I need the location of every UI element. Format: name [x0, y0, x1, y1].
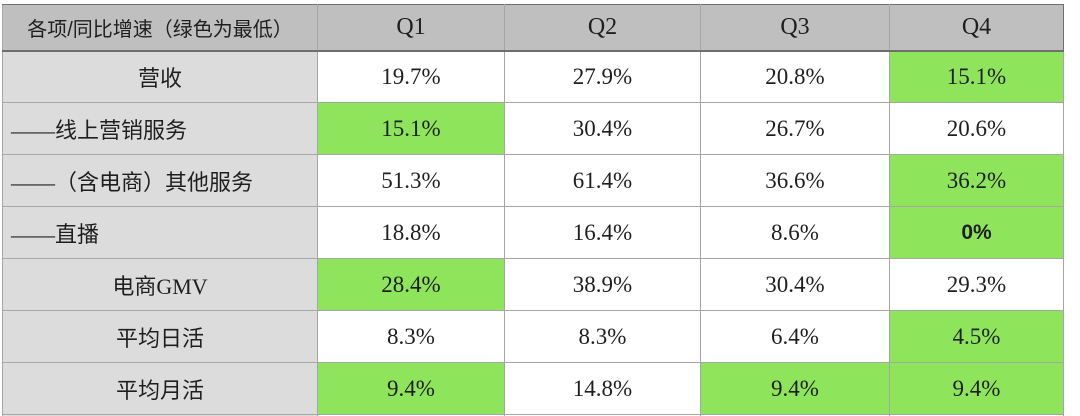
header-cell-q1: Q1	[317, 4, 505, 52]
value-cell: 15.1%	[889, 50, 1064, 103]
value-cell: 6.4%	[700, 310, 890, 363]
value-cell: 14.8%	[504, 362, 701, 415]
table-row: ——线上营销服务 15.1% 30.4% 26.7% 20.6%	[2, 102, 1064, 155]
table-row: 平均月活 9.4% 14.8% 9.4% 9.4%	[2, 362, 1064, 415]
value-cell: 15.1%	[317, 102, 505, 155]
value-cell: 9.4%	[317, 362, 505, 415]
value-cell: 8.6%	[700, 206, 890, 259]
value-cell: 29.3%	[889, 258, 1064, 311]
value-cell: 51.3%	[317, 154, 505, 207]
table-row: 平均日活 8.3% 8.3% 6.4% 4.5%	[2, 310, 1064, 363]
table-row: ——直播 18.8% 16.4% 8.6% 0%	[2, 206, 1064, 259]
value-cell: 30.4%	[504, 102, 701, 155]
value-cell: 18.8%	[317, 206, 505, 259]
table-row: 营收 19.7% 27.9% 20.8% 15.1%	[2, 50, 1064, 103]
value-cell: 9.4%	[889, 362, 1064, 415]
value-cell: 26.7%	[700, 102, 890, 155]
table-title-cell: 各项/同比增速（绿色为最低）	[2, 4, 318, 52]
value-cell: 4.5%	[889, 310, 1064, 363]
value-cell: 20.6%	[889, 102, 1064, 155]
clipped-partial-row	[2, 414, 1064, 416]
value-cell: 16.4%	[504, 206, 701, 259]
value-cell: 9.4%	[700, 362, 890, 415]
value-cell: 36.6%	[700, 154, 890, 207]
value-cell: 19.7%	[317, 50, 505, 103]
value-cell: 20.8%	[700, 50, 890, 103]
value-cell: 30.4%	[700, 258, 890, 311]
header-row: 各项/同比增速（绿色为最低） Q1 Q2 Q3 Q4	[2, 4, 1064, 52]
header-cell-q4: Q4	[889, 4, 1064, 52]
growth-rate-table: 各项/同比增速（绿色为最低） Q1 Q2 Q3 Q4 营收 19.7% 27.9…	[2, 4, 1064, 416]
header-cell-q2: Q2	[504, 4, 701, 52]
value-cell: 27.9%	[504, 50, 701, 103]
value-cell: 36.2%	[889, 154, 1064, 207]
table-row: 电商GMV 28.4% 38.9% 30.4% 29.3%	[2, 258, 1064, 311]
value-cell: 61.4%	[504, 154, 701, 207]
row-label: 电商GMV	[2, 258, 318, 311]
value-cell: 28.4%	[317, 258, 505, 311]
row-label: 平均日活	[2, 310, 318, 363]
row-label: ——线上营销服务	[2, 102, 318, 155]
value-cell: 0%	[889, 206, 1064, 259]
value-cell	[889, 414, 1064, 416]
value-cell: 38.9%	[504, 258, 701, 311]
value-cell: 8.3%	[504, 310, 701, 363]
header-cell-q3: Q3	[700, 4, 890, 52]
row-label: 营收	[2, 50, 318, 103]
row-label: 平均月活	[2, 362, 318, 415]
value-cell: 8.3%	[317, 310, 505, 363]
row-label: ——直播	[2, 206, 318, 259]
row-label: ——（含电商）其他服务	[2, 154, 318, 207]
table-row: ——（含电商）其他服务 51.3% 61.4% 36.6% 36.2%	[2, 154, 1064, 207]
